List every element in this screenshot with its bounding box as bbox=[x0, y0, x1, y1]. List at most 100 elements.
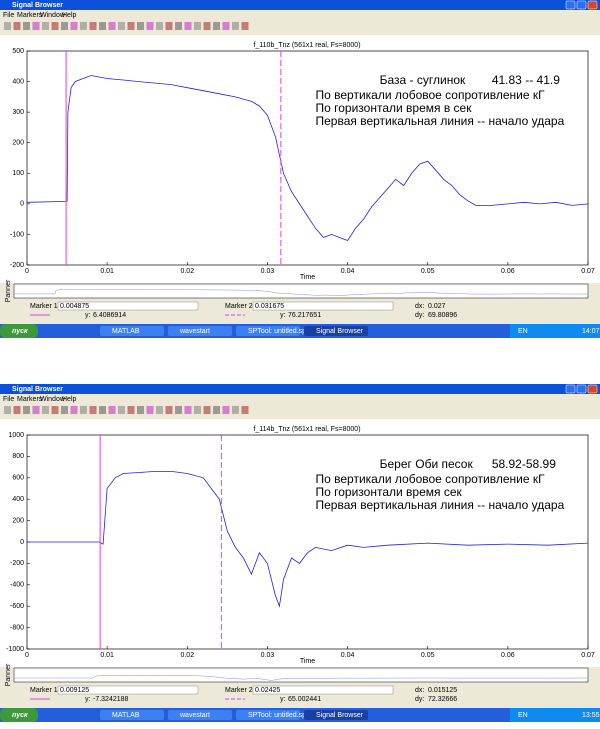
task-button[interactable] bbox=[100, 710, 164, 720]
marker-field[interactable] bbox=[57, 301, 199, 311]
marker-label: Marker 1 bbox=[30, 303, 58, 310]
toolbar-button[interactable] bbox=[137, 22, 144, 30]
toolbar-button[interactable] bbox=[222, 22, 230, 30]
toolbar-button[interactable] bbox=[137, 406, 144, 414]
menu-item[interactable]: Help bbox=[62, 12, 77, 19]
toolbar-button[interactable] bbox=[165, 22, 173, 30]
toolbar-button[interactable] bbox=[70, 406, 78, 414]
toolbar-button[interactable] bbox=[42, 22, 49, 30]
menu-item[interactable]: Help bbox=[62, 396, 77, 403]
x-tick-label: 0.02 bbox=[180, 268, 194, 275]
marker-y-label: y: bbox=[280, 312, 286, 319]
menu-item[interactable]: File bbox=[3, 396, 14, 403]
toolbar-button[interactable] bbox=[194, 406, 201, 414]
toolbar-button[interactable] bbox=[156, 406, 163, 414]
toolbar-button[interactable] bbox=[108, 406, 116, 414]
toolbar-button[interactable] bbox=[61, 22, 68, 30]
toolbar-button[interactable] bbox=[108, 22, 116, 30]
toolbar-button[interactable] bbox=[13, 22, 21, 30]
start-button[interactable] bbox=[0, 708, 38, 722]
marker-field[interactable] bbox=[252, 301, 394, 311]
toolbar-button[interactable] bbox=[118, 406, 125, 414]
toolbar-button[interactable] bbox=[203, 406, 211, 414]
toolbar-button[interactable] bbox=[4, 22, 11, 30]
toolbar-button[interactable] bbox=[241, 22, 249, 30]
marker-field[interactable] bbox=[57, 685, 199, 695]
window-title: Signal Browser bbox=[12, 386, 63, 393]
toolbar-button[interactable] bbox=[42, 406, 49, 414]
tray bbox=[510, 708, 600, 722]
toolbar-button[interactable] bbox=[80, 406, 87, 414]
toolbar-button[interactable] bbox=[23, 22, 30, 30]
task-button[interactable] bbox=[236, 710, 300, 720]
toolbar-button[interactable] bbox=[89, 406, 97, 414]
toolbar-button[interactable] bbox=[61, 406, 68, 414]
toolbar-button[interactable] bbox=[156, 22, 163, 30]
window-button[interactable] bbox=[587, 0, 598, 10]
panner[interactable] bbox=[13, 283, 589, 299]
dy-label: dy: bbox=[415, 696, 424, 703]
task-button[interactable] bbox=[304, 710, 368, 720]
marker-x: 0.009125 bbox=[60, 687, 89, 694]
toolbar-button[interactable] bbox=[32, 22, 40, 30]
toolbar-button[interactable] bbox=[89, 22, 97, 30]
toolbar-button[interactable] bbox=[23, 406, 30, 414]
toolbar-button[interactable] bbox=[175, 22, 182, 30]
tray-lang: EN bbox=[518, 712, 528, 719]
toolbar-button[interactable] bbox=[184, 406, 192, 414]
window-button[interactable] bbox=[565, 0, 576, 10]
task-button[interactable] bbox=[168, 326, 232, 336]
toolbar-button[interactable] bbox=[175, 406, 182, 414]
toolbar-button[interactable] bbox=[213, 406, 220, 414]
task-button[interactable] bbox=[100, 326, 164, 336]
toolbar-button[interactable] bbox=[213, 22, 220, 30]
toolbar-button[interactable] bbox=[232, 406, 239, 414]
toolbar-button[interactable] bbox=[51, 22, 59, 30]
menu-item[interactable]: Markers bbox=[17, 396, 43, 403]
panner[interactable] bbox=[13, 667, 589, 683]
x-tick-label: 0.07 bbox=[581, 652, 595, 659]
y-tick-label: 400 bbox=[12, 78, 24, 85]
annotation: Берег Оби песок bbox=[380, 457, 474, 471]
toolbar-button[interactable] bbox=[194, 22, 201, 30]
toolbar-button[interactable] bbox=[165, 406, 173, 414]
marker-y: 65.002441 bbox=[288, 696, 321, 703]
task-label: MATLAB bbox=[112, 712, 140, 719]
toolbar-button[interactable] bbox=[51, 406, 59, 414]
task-label: MATLAB bbox=[112, 328, 140, 335]
toolbar-button[interactable] bbox=[184, 22, 192, 30]
toolbar-button[interactable] bbox=[222, 406, 230, 414]
toolbar-button[interactable] bbox=[99, 406, 106, 414]
window-button[interactable] bbox=[565, 384, 576, 394]
toolbar-button[interactable] bbox=[32, 406, 40, 414]
menu-item[interactable]: Markers bbox=[17, 12, 43, 19]
toolbar-button[interactable] bbox=[70, 22, 78, 30]
toolbar-button[interactable] bbox=[127, 406, 135, 414]
menu-item[interactable]: File bbox=[3, 12, 14, 19]
toolbar-button[interactable] bbox=[99, 22, 106, 30]
toolbar-button[interactable] bbox=[80, 22, 87, 30]
toolbar-button[interactable] bbox=[146, 406, 154, 414]
annotation: 41.83 -- 41.9 bbox=[492, 73, 560, 87]
start-button[interactable] bbox=[0, 324, 38, 338]
x-tick-label: 0.02 bbox=[180, 652, 194, 659]
task-button[interactable] bbox=[168, 710, 232, 720]
toolbar-button[interactable] bbox=[127, 22, 135, 30]
toolbar-button[interactable] bbox=[241, 406, 249, 414]
menu-item[interactable]: Window bbox=[40, 396, 66, 403]
toolbar-button[interactable] bbox=[232, 22, 239, 30]
window-button[interactable] bbox=[576, 384, 587, 394]
toolbar-button[interactable] bbox=[203, 22, 211, 30]
toolbar-button[interactable] bbox=[13, 406, 21, 414]
marker-y-label: y: bbox=[85, 312, 91, 319]
window-button[interactable] bbox=[587, 384, 598, 394]
window-button[interactable] bbox=[576, 0, 587, 10]
toolbar-button[interactable] bbox=[118, 22, 125, 30]
marker-field[interactable] bbox=[252, 685, 394, 695]
x-tick-label: 0.03 bbox=[261, 268, 275, 275]
toolbar-button[interactable] bbox=[146, 22, 154, 30]
task-button[interactable] bbox=[304, 326, 368, 336]
task-button[interactable] bbox=[236, 326, 300, 336]
toolbar-button[interactable] bbox=[4, 406, 11, 414]
menu-item[interactable]: Window bbox=[40, 12, 66, 19]
